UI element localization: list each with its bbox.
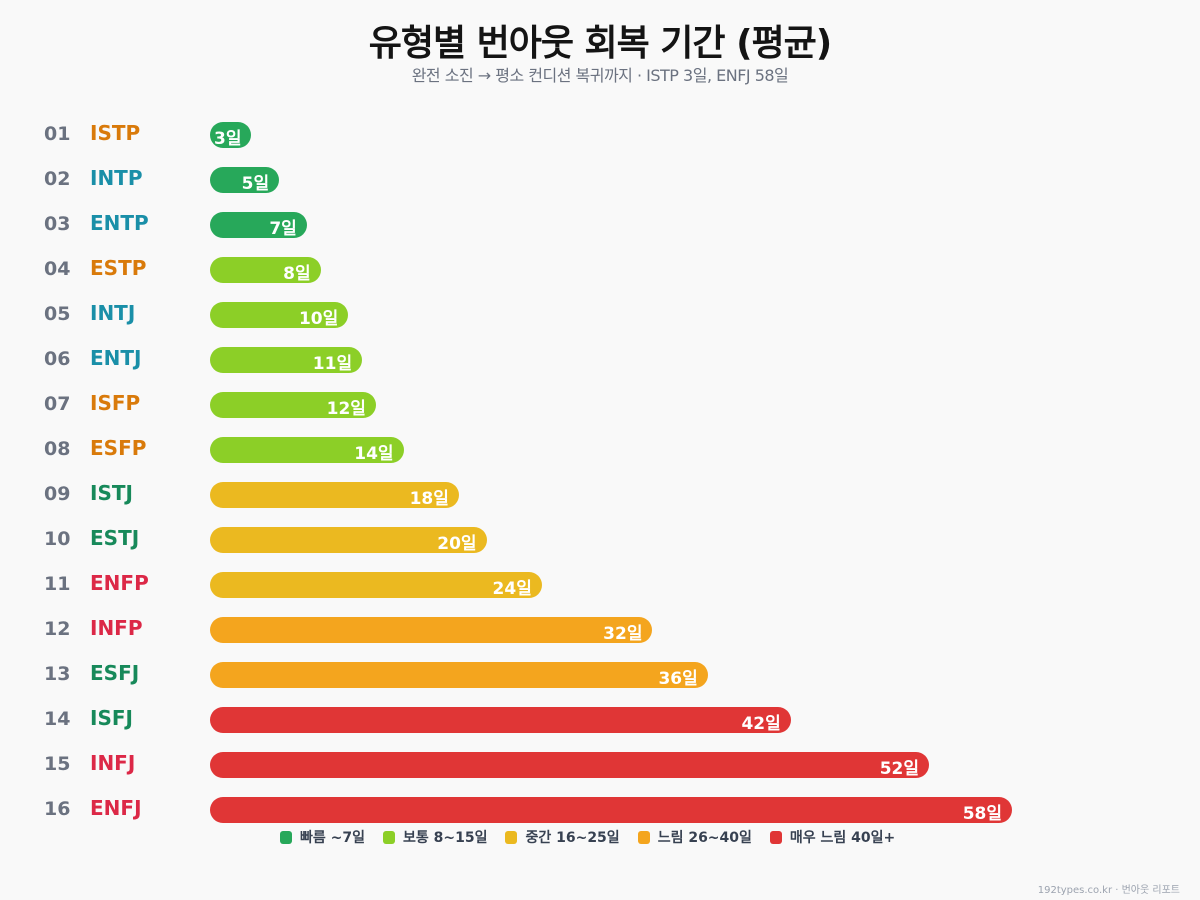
legend-swatch (280, 830, 292, 844)
legend-label: 매우 느림 40일+ (789, 830, 896, 846)
chart-subtitle: 완전 소진 → 평소 컨디션 복귀까지 · ISTP 3일, ENFJ 58일 (411, 66, 789, 85)
data-label: 52일 (879, 759, 920, 779)
rank-label: 05 (44, 303, 71, 325)
bar: 8일 (210, 257, 321, 284)
bar: 36일 (210, 662, 708, 689)
legend-swatch (637, 830, 650, 844)
category-label: ENTJ (90, 346, 142, 370)
category-label: ENFP (90, 571, 149, 595)
rank-label: 07 (44, 393, 71, 415)
legend-item: 매우 느림 40일+ (769, 827, 896, 847)
data-label: 58일 (962, 804, 1002, 824)
bar: 10일 (210, 302, 349, 329)
legend-label: 보통 8~15일 (403, 830, 488, 846)
rank-label: 14 (44, 708, 71, 730)
rank-label: 10 (44, 528, 71, 550)
bar: 5일 (210, 167, 280, 194)
rank-label: 03 (44, 213, 71, 235)
bar: 42일 (210, 707, 791, 734)
category-label: ESTP (90, 256, 147, 280)
data-label: 3일 (214, 129, 242, 149)
data-label: 14일 (354, 444, 394, 464)
bar: 12일 (210, 392, 376, 419)
legend-label: 중간 16~25일 (525, 830, 620, 846)
rank-label: 08 (44, 438, 71, 460)
legend-item: 보통 8~15일 (383, 827, 487, 847)
legend: 빠름 ~7일 보통 8~15일 중간 16~25일 느림 26~40일 매우 느림 40… (280, 827, 913, 847)
data-label: 20일 (437, 534, 477, 554)
data-label: 8일 (283, 264, 311, 284)
rank-label: 02 (44, 168, 71, 190)
category-label: ESFP (90, 436, 147, 460)
category-label: ISTJ (90, 481, 133, 505)
data-label: 36일 (658, 669, 698, 689)
rank-label: 04 (44, 258, 71, 280)
legend-item: 느림 26~40일 (637, 827, 752, 847)
data-label: 24일 (492, 579, 532, 599)
bar: 24일 (210, 572, 542, 599)
category-label: ISFP (90, 391, 141, 415)
category-label: ISTP (90, 121, 141, 145)
rank-label: 06 (44, 348, 71, 370)
rank-label: 12 (44, 618, 71, 640)
category-label: INTP (90, 166, 143, 190)
rank-label: 11 (44, 573, 71, 595)
bar: 14일 (210, 437, 404, 464)
category-label: ENFJ (90, 796, 142, 820)
legend-swatch (769, 830, 782, 844)
data-label: 5일 (241, 174, 270, 194)
bar: 18일 (210, 482, 459, 509)
category-label: INFJ (90, 751, 136, 775)
category-label: ESFJ (90, 661, 140, 685)
data-label: 7일 (269, 219, 297, 239)
data-label: 18일 (409, 489, 449, 509)
bar: 20일 (210, 527, 487, 554)
bar: 11일 (210, 347, 363, 374)
data-label: 11일 (312, 354, 353, 374)
rank-label: 13 (44, 663, 71, 685)
data-label: 10일 (298, 309, 339, 329)
legend-label: 느림 26~40일 (657, 830, 752, 846)
rank-label: 15 (44, 753, 71, 775)
legend-item: 빠름 ~7일 (280, 827, 365, 847)
rank-label: 09 (44, 483, 71, 505)
data-label: 12일 (326, 399, 366, 419)
category-label: ISFJ (90, 706, 133, 730)
chart-title: 유형별 번아웃 회복 기간 (평균) (368, 23, 832, 64)
bar: 52일 (210, 752, 930, 779)
bar: 7일 (210, 212, 307, 239)
legend-swatch (383, 830, 395, 844)
rank-label: 01 (44, 123, 71, 145)
legend-swatch (505, 830, 518, 844)
data-label: 32일 (603, 624, 643, 644)
bar: 3일 (210, 122, 252, 149)
category-label: INTJ (90, 301, 136, 325)
category-label: INFP (90, 616, 143, 640)
category-label: ESTJ (90, 526, 140, 550)
legend-item: 중간 16~25일 (505, 827, 620, 847)
legend-label: 빠름 ~7일 (300, 830, 365, 846)
rank-label: 16 (44, 798, 71, 820)
category-label: ENTP (90, 211, 149, 235)
footer-credit: 192types.co.kr · 번아웃 리포트 (1037, 885, 1180, 896)
bar: 32일 (210, 617, 653, 644)
data-label: 42일 (741, 714, 781, 734)
bar: 58일 (210, 797, 1012, 824)
